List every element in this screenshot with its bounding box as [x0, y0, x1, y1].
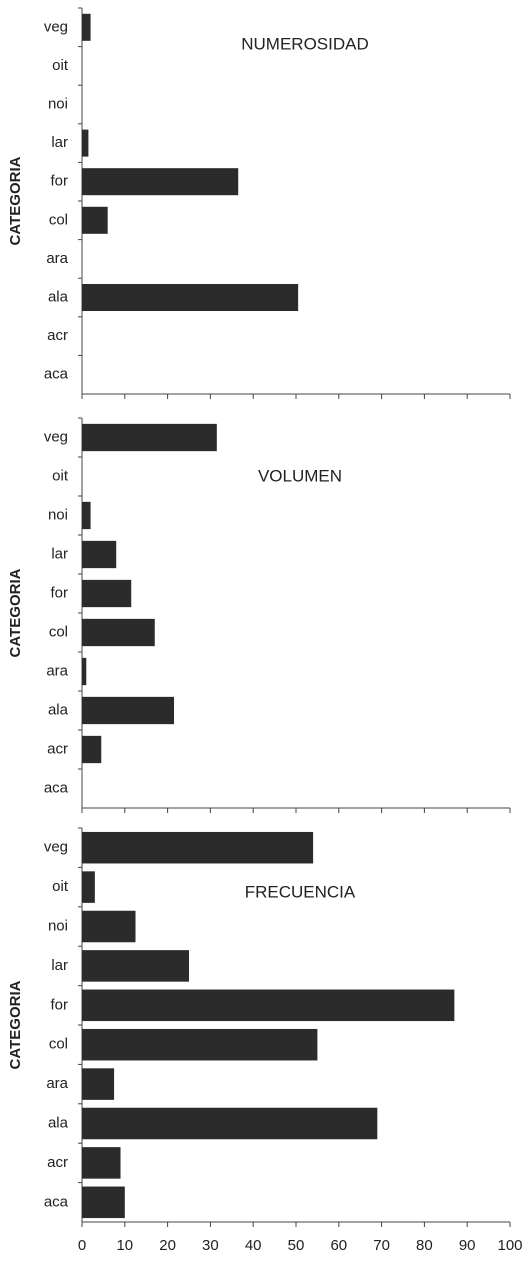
y-tick-label: aca	[44, 779, 69, 796]
bar	[82, 871, 95, 903]
x-tick-label: 30	[202, 1237, 219, 1254]
y-tick-label: ara	[46, 250, 68, 267]
y-tick-label: lar	[51, 134, 68, 151]
bar	[82, 618, 155, 647]
bar	[82, 168, 239, 196]
y-tick-label: noi	[48, 95, 68, 112]
y-tick-label: lar	[51, 545, 68, 562]
y-tick-label: col	[49, 211, 68, 228]
y-tick-label: noi	[48, 917, 68, 934]
y-tick-label: acr	[47, 327, 68, 344]
y-tick-label: veg	[44, 839, 68, 856]
bar	[82, 1107, 378, 1140]
y-tick-label: for	[50, 584, 68, 601]
bar	[82, 206, 108, 234]
y-axis-label: CATEGORIA	[7, 980, 24, 1069]
chart-title: FRECUENCIA	[245, 882, 356, 901]
x-tick-label: 40	[245, 1237, 262, 1254]
chart-title: NUMEROSIDAD	[241, 34, 369, 53]
y-tick-label: veg	[44, 428, 68, 445]
y-tick-label: oit	[52, 57, 69, 74]
bar	[82, 1147, 121, 1179]
bar	[82, 657, 87, 686]
bar	[82, 950, 189, 982]
bar	[82, 910, 136, 943]
y-tick-label: for	[50, 173, 68, 190]
y-tick-label: ala	[48, 701, 69, 718]
x-tick-label: 90	[459, 1237, 476, 1254]
y-tick-label: col	[49, 1036, 68, 1053]
x-tick-label: 70	[373, 1237, 390, 1254]
x-tick-label: 0	[78, 1237, 86, 1254]
bar	[82, 129, 89, 157]
x-tick-label: 60	[330, 1237, 347, 1254]
y-tick-label: lar	[51, 957, 68, 974]
y-tick-label: ara	[46, 1075, 68, 1092]
bar	[82, 735, 102, 764]
y-tick-label: veg	[44, 18, 68, 35]
y-axis-label: CATEGORIA	[7, 156, 24, 245]
y-tick-label: for	[50, 996, 68, 1013]
y-tick-label: col	[49, 623, 68, 640]
x-tick-label: 80	[416, 1237, 433, 1254]
y-tick-label: ara	[46, 662, 68, 679]
y-tick-label: acr	[47, 1154, 68, 1171]
bar	[82, 423, 217, 452]
bar	[82, 831, 314, 864]
y-tick-label: oit	[52, 467, 69, 484]
y-axis-label: CATEGORIA	[7, 568, 24, 657]
bar	[82, 989, 455, 1022]
bar	[82, 1068, 115, 1100]
bar	[82, 1186, 125, 1219]
x-tick-label: 50	[288, 1237, 305, 1254]
y-tick-label: oit	[52, 878, 69, 895]
bar	[82, 696, 175, 725]
y-tick-label: aca	[44, 366, 69, 383]
y-tick-label: noi	[48, 506, 68, 523]
x-tick-label: 10	[116, 1237, 133, 1254]
bar	[82, 540, 117, 569]
bar	[82, 283, 299, 312]
y-tick-label: ala	[48, 1114, 69, 1131]
y-tick-label: ala	[48, 288, 69, 305]
bar	[82, 13, 91, 41]
bar	[82, 501, 91, 530]
x-tick-label: 20	[159, 1237, 176, 1254]
y-tick-label: aca	[44, 1193, 69, 1210]
bar	[82, 1028, 318, 1061]
y-tick-label: acr	[47, 740, 68, 757]
chart-title: VOLUMEN	[258, 466, 342, 485]
x-tick-label: 100	[497, 1237, 522, 1254]
bar	[82, 579, 132, 608]
